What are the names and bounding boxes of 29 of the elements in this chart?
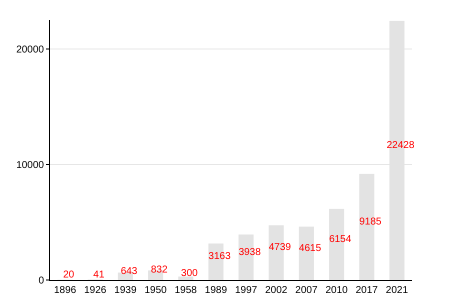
x-tick-label: 2002 xyxy=(265,285,288,296)
y-tick-label: 10000 xyxy=(16,160,44,171)
data-label: 3938 xyxy=(238,246,262,258)
bar xyxy=(118,272,133,280)
x-tick-label: 1939 xyxy=(114,285,137,296)
x-tick-label: 2017 xyxy=(356,285,378,296)
x-tick-label: 2007 xyxy=(295,285,318,296)
x-tick-label: 1989 xyxy=(204,285,228,296)
x-tick-label: 2021 xyxy=(386,285,408,296)
data-label: 300 xyxy=(181,268,198,279)
data-label: 643 xyxy=(120,266,138,277)
data-label: 41 xyxy=(93,269,105,280)
data-label: 20 xyxy=(63,269,75,280)
x-tick-label: 1926 xyxy=(84,285,107,296)
data-label: 4739 xyxy=(268,242,292,254)
data-label: 832 xyxy=(150,264,168,276)
y-tick-label: 0 xyxy=(38,276,44,286)
data-label: 4615 xyxy=(298,242,322,254)
data-label: 3163 xyxy=(208,251,232,262)
x-tick-label: 1958 xyxy=(174,285,198,296)
x-tick-label: 1896 xyxy=(54,285,77,296)
data-label: 22428 xyxy=(386,140,415,151)
data-label: 9185 xyxy=(359,216,382,228)
bar xyxy=(178,276,194,280)
x-tick-label: 2010 xyxy=(325,285,348,296)
x-tick-label: 1950 xyxy=(144,285,168,296)
data-label: 6154 xyxy=(329,234,352,245)
x-tick-label: 1997 xyxy=(234,285,258,296)
y-tick-label: 20000 xyxy=(16,44,44,56)
